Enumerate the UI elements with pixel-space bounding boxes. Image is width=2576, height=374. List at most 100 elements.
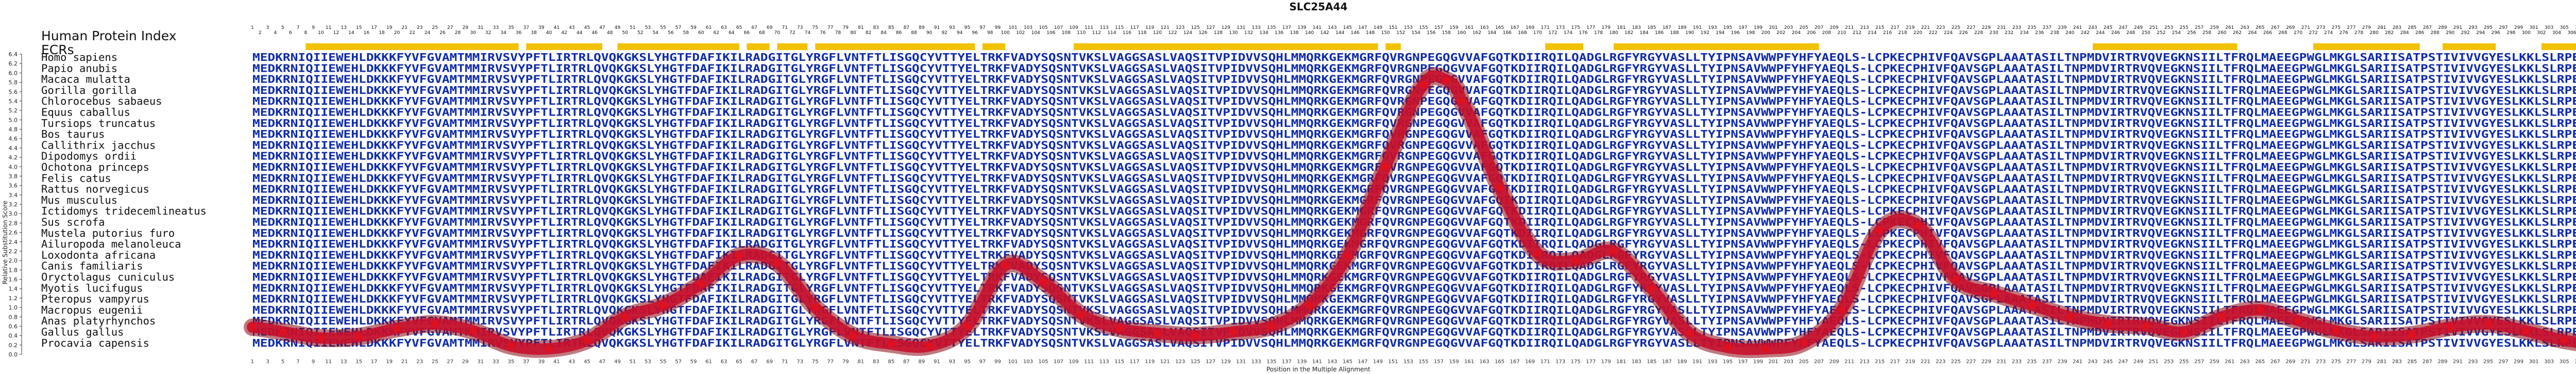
alignment-sequence: MEDKRNIQIIEWEHLDKKKFYVFGVAMTMMIRVSVYPFTL… bbox=[252, 51, 2576, 63]
protein-index-number: 256 bbox=[2187, 30, 2196, 36]
protein-index-number: 296 bbox=[2492, 30, 2500, 36]
x-tick-label: 265 bbox=[2255, 359, 2265, 365]
species-name: Oryctolagus cuniculus bbox=[41, 271, 175, 283]
y-tick-label: 0.0 bbox=[9, 351, 18, 358]
x-tick-label: 107 bbox=[1054, 359, 1063, 365]
ecr-bar bbox=[2093, 43, 2238, 50]
x-tick-label: 237 bbox=[2042, 359, 2052, 365]
score-point bbox=[1762, 345, 1770, 353]
species-name: Canis familiaris bbox=[41, 260, 143, 272]
protein-index-number: 108 bbox=[1062, 30, 1071, 36]
score-point bbox=[659, 301, 667, 309]
protein-index-number: 244 bbox=[2096, 30, 2105, 36]
x-tick-label: 275 bbox=[2331, 359, 2341, 365]
protein-index-number: 36 bbox=[516, 30, 522, 36]
protein-index-number: 76 bbox=[820, 30, 826, 36]
protein-index-number: 186 bbox=[1655, 30, 1664, 36]
score-point bbox=[925, 342, 933, 350]
score-point bbox=[2180, 328, 2188, 336]
protein-index-number: 87 bbox=[904, 25, 909, 30]
score-point bbox=[1572, 257, 1580, 265]
x-tick-label: 287 bbox=[2422, 359, 2432, 365]
protein-index-number: 223 bbox=[1936, 25, 1945, 30]
y-tick-label: 2.6 bbox=[9, 230, 18, 236]
score-point bbox=[1115, 324, 1123, 332]
protein-index-number: 40 bbox=[546, 30, 552, 36]
x-tick-label: 267 bbox=[2270, 359, 2280, 365]
protein-index-number: 161 bbox=[1465, 25, 1473, 30]
x-tick-label: 223 bbox=[1936, 359, 1945, 365]
protein-index-number: 190 bbox=[1685, 30, 1694, 36]
protein-index-number: 189 bbox=[1677, 25, 1686, 30]
protein-index-number: 200 bbox=[1761, 30, 1770, 36]
x-tick-label: 269 bbox=[2285, 359, 2295, 365]
protein-index-number: 67 bbox=[751, 25, 757, 30]
score-point bbox=[249, 323, 256, 331]
score-point bbox=[1990, 289, 1998, 297]
protein-index-number: 75 bbox=[812, 25, 818, 30]
protein-index-number: 90 bbox=[926, 30, 933, 36]
x-tick-label: 115 bbox=[1114, 359, 1124, 365]
x-tick-label: 129 bbox=[1221, 359, 1231, 365]
y-tick-label: 4.4 bbox=[9, 145, 18, 152]
protein-index-number: 299 bbox=[2514, 25, 2523, 30]
x-tick-label: 111 bbox=[1084, 359, 1094, 365]
protein-index-number: 60 bbox=[698, 30, 704, 36]
protein-index-number: 251 bbox=[2149, 25, 2158, 30]
score-point bbox=[2256, 306, 2264, 314]
protein-index-number: 56 bbox=[668, 30, 674, 36]
ecr-bar bbox=[2541, 43, 2576, 50]
score-point bbox=[773, 259, 781, 267]
score-point bbox=[1458, 97, 1465, 105]
protein-index-number: 249 bbox=[2134, 25, 2143, 30]
protein-index-number: 180 bbox=[1609, 30, 1618, 36]
y-tick-label: 0.4 bbox=[9, 333, 18, 339]
protein-index-number: 277 bbox=[2347, 25, 2355, 30]
protein-index-number: 194 bbox=[1716, 30, 1724, 36]
protein-index-number: 139 bbox=[1297, 25, 1306, 30]
score-point bbox=[2332, 327, 2340, 335]
protein-index-number: 54 bbox=[653, 30, 659, 36]
x-tick-label: 241 bbox=[2073, 359, 2082, 365]
x-tick-label: 255 bbox=[2179, 359, 2189, 365]
x-axis-label: Position in the Multiple Alignment bbox=[1266, 366, 1370, 373]
x-tick-label: 305 bbox=[2560, 359, 2569, 365]
x-tick-label: 93 bbox=[949, 359, 956, 365]
protein-index-number: 178 bbox=[1594, 30, 1603, 36]
protein-index-number: 137 bbox=[1282, 25, 1291, 30]
protein-index-number: 199 bbox=[1754, 25, 1762, 30]
protein-index-number: 91 bbox=[934, 25, 940, 30]
protein-index-number: 263 bbox=[2241, 25, 2249, 30]
protein-index-number: 20 bbox=[394, 30, 400, 36]
protein-index-number: 29 bbox=[463, 25, 469, 30]
protein-index-number: 101 bbox=[1008, 25, 1017, 30]
x-tick-label: 53 bbox=[645, 359, 651, 365]
x-tick-label: 163 bbox=[1480, 359, 1489, 365]
x-tick-label: 231 bbox=[1996, 359, 2006, 365]
protein-index-number: 188 bbox=[1670, 30, 1679, 36]
x-tick-label: 203 bbox=[1784, 359, 1793, 365]
x-tick-label: 63 bbox=[721, 359, 727, 365]
protein-index-number: 238 bbox=[2050, 30, 2059, 36]
x-tick-label: 65 bbox=[736, 359, 742, 365]
alignment-sequence: MEDKRNIQIIEWEHLDKKKFYVFGVAMTMMIRVSVYPFTL… bbox=[252, 172, 2576, 184]
x-tick-label: 271 bbox=[2301, 359, 2311, 365]
y-tick-label: 6.4 bbox=[9, 51, 18, 58]
y-tick-label: 0.6 bbox=[9, 323, 18, 330]
protein-index-number: 184 bbox=[1640, 30, 1649, 36]
x-tick-label: 49 bbox=[614, 359, 621, 365]
score-point bbox=[1914, 221, 1922, 229]
score-point bbox=[850, 332, 857, 339]
score-point bbox=[1344, 252, 1351, 260]
protein-index-number: 96 bbox=[972, 30, 978, 36]
protein-index-number: 150 bbox=[1381, 30, 1390, 36]
protein-index-number: 119 bbox=[1145, 25, 1154, 30]
protein-index-number: 104 bbox=[1031, 30, 1040, 36]
protein-index-number: 93 bbox=[949, 25, 955, 30]
protein-index-number: 231 bbox=[1997, 25, 2006, 30]
x-tick-label: 81 bbox=[857, 359, 864, 365]
protein-index-number: 27 bbox=[447, 25, 453, 30]
protein-index-number: 64 bbox=[728, 30, 735, 36]
y-tick-label: 1.6 bbox=[9, 277, 18, 283]
protein-index-number: 28 bbox=[455, 30, 461, 36]
